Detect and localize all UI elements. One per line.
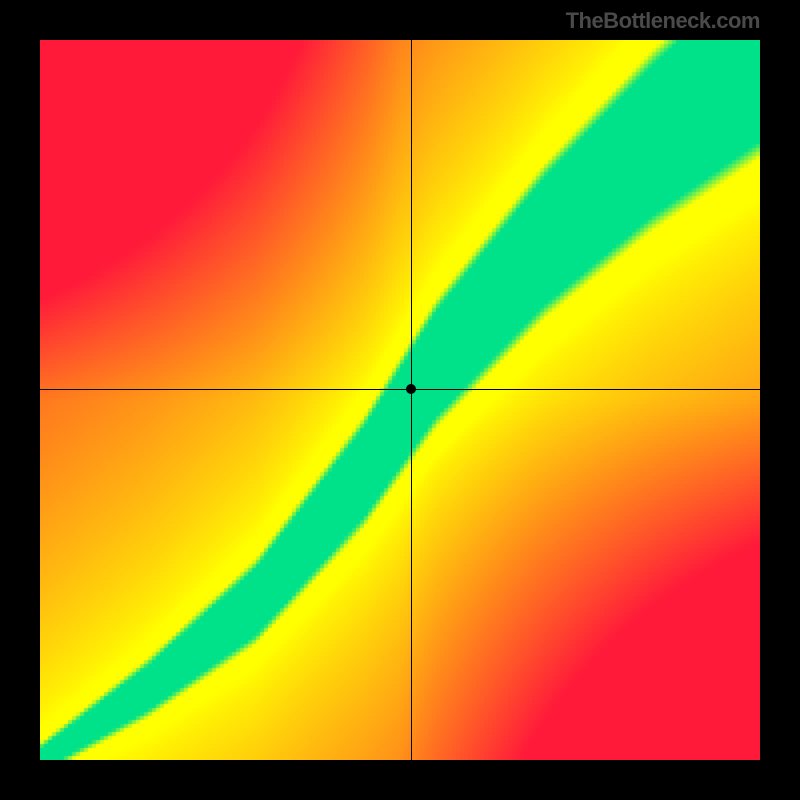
plot-area [40,40,760,760]
crosshair-marker [406,384,416,394]
chart-container: TheBottleneck.com [0,0,800,800]
crosshair-horizontal [40,389,760,390]
heatmap-canvas [40,40,760,760]
watermark-text: TheBottleneck.com [566,8,760,34]
crosshair-vertical [411,40,412,760]
